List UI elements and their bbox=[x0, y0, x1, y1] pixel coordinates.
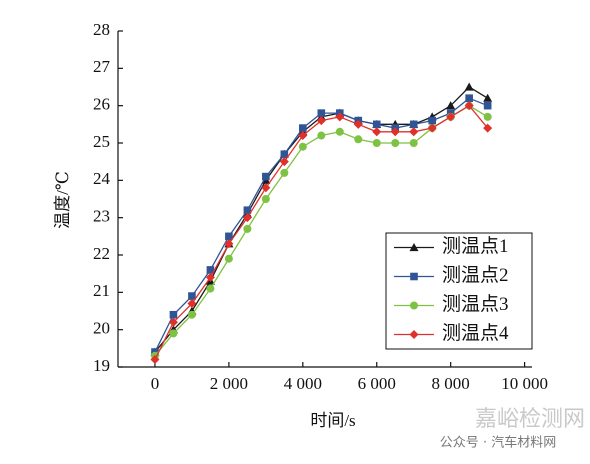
legend-label: 测温点2 bbox=[442, 264, 509, 286]
marker bbox=[409, 243, 419, 252]
marker bbox=[169, 329, 178, 338]
marker bbox=[261, 195, 270, 203]
y-tick-label: 28 bbox=[93, 20, 110, 39]
legend-label: 测温点1 bbox=[442, 235, 509, 257]
marker bbox=[464, 101, 474, 111]
x-tick-label: 4 000 bbox=[284, 374, 322, 393]
watermark: 公众号 · 汽车材料网 bbox=[440, 435, 556, 451]
x-tick-label: 8 000 bbox=[432, 374, 470, 393]
marker bbox=[335, 127, 344, 136]
marker bbox=[187, 299, 197, 309]
marker bbox=[224, 239, 234, 249]
marker bbox=[243, 224, 252, 233]
marker bbox=[483, 112, 492, 121]
marker bbox=[483, 123, 493, 133]
marker bbox=[262, 172, 270, 181]
marker bbox=[409, 330, 419, 339]
y-tick-label: 21 bbox=[93, 281, 110, 300]
marker bbox=[335, 112, 345, 122]
marker bbox=[465, 94, 473, 102]
marker bbox=[464, 82, 474, 91]
marker bbox=[390, 127, 400, 137]
y-tick-label: 20 bbox=[93, 319, 110, 338]
y-tick-label: 23 bbox=[93, 207, 110, 226]
marker bbox=[225, 232, 233, 241]
marker bbox=[391, 139, 400, 147]
watermark: 嘉峪检测网 bbox=[475, 407, 585, 432]
marker bbox=[224, 254, 233, 263]
marker bbox=[446, 112, 456, 122]
marker bbox=[409, 139, 418, 147]
marker bbox=[261, 183, 271, 193]
marker bbox=[427, 123, 437, 133]
y-tick-label: 24 bbox=[93, 169, 111, 188]
legend-label: 测温点4 bbox=[442, 322, 509, 344]
x-tick-label: 10 000 bbox=[501, 374, 548, 393]
marker bbox=[242, 213, 252, 223]
y-tick-label: 25 bbox=[93, 132, 110, 151]
marker bbox=[280, 150, 289, 158]
y-axis-label: 温度/℃ bbox=[53, 171, 72, 229]
x-tick-label: 6 000 bbox=[358, 374, 396, 393]
marker bbox=[372, 139, 381, 147]
marker bbox=[409, 127, 419, 137]
x-tick-label: 2 000 bbox=[210, 374, 248, 393]
marker bbox=[317, 131, 326, 140]
y-tick-label: 26 bbox=[93, 95, 110, 114]
marker bbox=[243, 206, 252, 214]
marker bbox=[169, 310, 178, 319]
marker bbox=[372, 127, 382, 137]
marker bbox=[317, 109, 326, 117]
x-tick-label: 0 bbox=[151, 374, 160, 393]
marker bbox=[298, 142, 307, 151]
marker bbox=[188, 292, 196, 300]
marker bbox=[298, 131, 308, 141]
marker bbox=[299, 124, 307, 132]
marker bbox=[353, 119, 363, 129]
marker bbox=[279, 157, 289, 167]
marker bbox=[410, 272, 418, 281]
marker bbox=[205, 272, 215, 282]
marker bbox=[428, 116, 436, 125]
marker bbox=[206, 266, 215, 274]
y-tick-label: 22 bbox=[93, 244, 110, 263]
marker bbox=[483, 101, 492, 110]
legend-label: 测温点3 bbox=[442, 293, 509, 315]
marker bbox=[409, 120, 418, 129]
marker bbox=[446, 101, 456, 110]
marker bbox=[150, 355, 160, 365]
marker bbox=[187, 310, 196, 319]
marker bbox=[168, 317, 178, 327]
marker bbox=[316, 116, 326, 126]
marker bbox=[280, 168, 289, 177]
marker bbox=[354, 135, 363, 144]
y-tick-label: 19 bbox=[93, 356, 110, 375]
marker bbox=[483, 93, 493, 102]
marker bbox=[372, 120, 381, 129]
legend-box bbox=[385, 232, 533, 350]
x-axis-label: 时间/s bbox=[310, 411, 355, 430]
y-tick-label: 27 bbox=[93, 57, 111, 76]
marker bbox=[206, 284, 215, 293]
marker bbox=[410, 301, 418, 310]
